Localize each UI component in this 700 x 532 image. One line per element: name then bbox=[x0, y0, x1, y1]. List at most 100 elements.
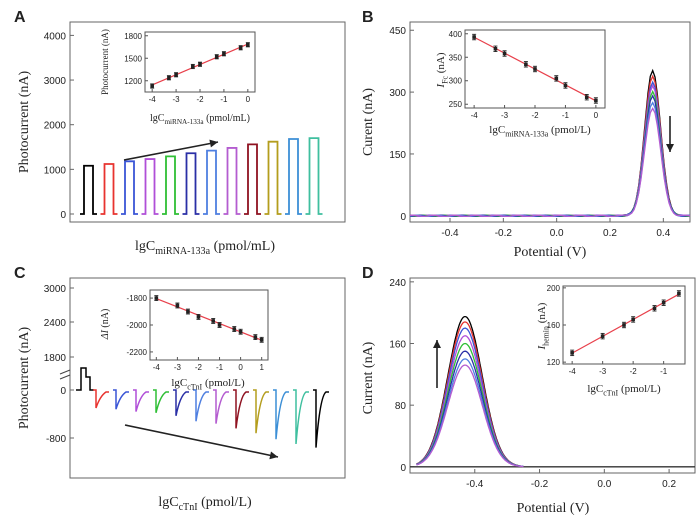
panel-C-trend-arrow bbox=[125, 425, 278, 459]
panel-C-inset-xtick-label: 0 bbox=[238, 363, 243, 372]
panel-C-inset-point bbox=[254, 335, 258, 339]
panel-letter-A: A bbox=[14, 9, 26, 26]
panel-D-inset-point bbox=[631, 318, 635, 322]
panel-B-inset-ylabel-unit: (nA) bbox=[435, 52, 447, 76]
panel-B-inset-ytick-label: 400 bbox=[449, 30, 463, 39]
panel-A-inset-ytick-label: 1500 bbox=[124, 54, 142, 63]
panel-A-xlabel-sub: miRNA-133a bbox=[155, 246, 210, 257]
panel-D-inset-xtick-label: -2 bbox=[630, 367, 638, 376]
panel-C-axis-break bbox=[60, 375, 70, 379]
panel-D-inset-ylabel-sub: hemin bbox=[541, 326, 550, 346]
panel-B-inset-xtick-label: -4 bbox=[471, 111, 479, 120]
panel-B-ylabel: Curent (nA) bbox=[361, 88, 376, 156]
panel-D-inset-point bbox=[570, 351, 574, 355]
panel-C-inset-point bbox=[239, 330, 243, 334]
panel-A-inset-xlabel-unit: (pmol/mL) bbox=[204, 113, 250, 124]
panel-C-inset-frame bbox=[150, 290, 268, 360]
panel-A-pulse bbox=[80, 166, 97, 214]
figure: A01000200030004000Photocurrent (nA)lgCmi… bbox=[0, 0, 700, 532]
panel-D-inset-ytick-label: 120 bbox=[547, 358, 561, 367]
panel-A-pulse bbox=[142, 159, 159, 214]
panel-A-pulse bbox=[162, 156, 179, 214]
panel-letter-B: B bbox=[362, 9, 374, 26]
panel-A-pulse bbox=[224, 148, 241, 214]
panel-C-xlabel-main: lgC bbox=[158, 495, 178, 510]
panel-A-xlabel-main: lgC bbox=[135, 239, 155, 254]
panel-C-pulse bbox=[313, 390, 329, 448]
panel-A-trend-arrow-head bbox=[209, 140, 218, 148]
panel-D-inset-point bbox=[622, 323, 626, 327]
panel-A-inset-ytick-label: 1200 bbox=[124, 77, 142, 86]
panel-letter-D: D bbox=[362, 265, 374, 282]
panel-D-xtick-label: -0.2 bbox=[531, 479, 549, 490]
panel-A-pulse bbox=[183, 153, 200, 214]
panel-A-inset-ytick-label: 1800 bbox=[124, 32, 142, 41]
panel-C-inset-xlabel-main: lgC bbox=[171, 377, 187, 389]
panel-C-inset-ytick-label: -1800 bbox=[127, 294, 148, 303]
panel-C-axis-break bbox=[60, 370, 70, 374]
panel-D-ytick-label: 80 bbox=[395, 401, 407, 412]
panel-B-inset-ylabel: IFc (nA) bbox=[435, 52, 449, 88]
panel-B-inset-ytick-label: 250 bbox=[449, 100, 463, 109]
panel-B-inset-point bbox=[533, 67, 537, 71]
panel-A-pulse bbox=[306, 138, 323, 214]
panel-C-ytick-label: -800 bbox=[46, 434, 66, 445]
panel-B-xtick-label: -0.2 bbox=[495, 228, 513, 239]
panel-C-inset-ylabel: ΔI (nA) bbox=[100, 309, 111, 341]
panel-C-inset-point bbox=[155, 296, 159, 300]
panel-A-inset-point bbox=[246, 43, 250, 47]
panel-D-xtick-label: 0.2 bbox=[662, 479, 676, 490]
panel-C-xlabel-unit: (pmol/L) bbox=[198, 495, 252, 510]
panel-B-xtick-label: 0.2 bbox=[603, 228, 617, 239]
panel-A-inset-xtick-label: 0 bbox=[246, 95, 251, 104]
panel-C-ytick-label: 3000 bbox=[44, 284, 67, 295]
panel-A-inset-point bbox=[222, 52, 226, 56]
panel-D-inset-ylabel: Ihemin (nA) bbox=[536, 302, 550, 350]
panel-B-curve bbox=[410, 96, 690, 217]
panel-B-inset-xtick-label: -1 bbox=[562, 111, 570, 120]
panel-C-ytick-label: 0 bbox=[60, 386, 66, 397]
panel-B-xlabel: Potential (V) bbox=[514, 245, 587, 260]
panel-C-inset-point bbox=[197, 315, 201, 319]
panel-D-inset-point bbox=[677, 292, 681, 296]
panel-D-inset-xtick-label: -1 bbox=[660, 367, 668, 376]
panel-C-inset-ytick-label: -2000 bbox=[127, 321, 148, 330]
panel-A-inset-xlabel-sub: miRNA-133a bbox=[164, 118, 204, 126]
panel-A-inset-point bbox=[239, 46, 243, 50]
panel-C-inset-xtick-label: -1 bbox=[216, 363, 224, 372]
panel-A-inset-point bbox=[198, 62, 202, 66]
panel-B-inset-xlabel-sub: miRNA-133a bbox=[505, 129, 549, 138]
panel-A-inset-xlabel: lgCmiRNA-133a (pmol/mL) bbox=[150, 113, 250, 126]
panel-C-ytick-label: 2400 bbox=[44, 318, 67, 329]
panel-A-ytick-label: 3000 bbox=[44, 76, 67, 87]
panel-D-inset-xlabel-main: lgC bbox=[587, 383, 603, 395]
panel-B-ytick-label: 450 bbox=[389, 26, 406, 37]
panel-B-inset-point bbox=[555, 77, 559, 81]
panel-B-inset-ytick-label: 300 bbox=[449, 77, 463, 86]
panel-B-inset-point bbox=[594, 99, 598, 103]
panel-A-pulse bbox=[121, 161, 138, 214]
panel-B-curve bbox=[410, 103, 690, 217]
panel-C-pulse bbox=[273, 390, 289, 439]
panel-B-inset-point bbox=[503, 52, 507, 56]
panel-A-inset-xtick-label: -2 bbox=[196, 95, 204, 104]
panel-C-inset-point bbox=[211, 319, 215, 323]
panel-A-inset: -4 -3 -2 -1 0120015001800Photocurrent (nA)lg… bbox=[100, 29, 255, 126]
panel-D-inset-xlabel-sub: cTnI bbox=[603, 388, 618, 397]
panel-B-inset-point bbox=[472, 35, 476, 39]
panel-C-pulse bbox=[173, 390, 189, 416]
panel-B-xtick-label: 0.0 bbox=[550, 228, 564, 239]
panel-A-ytick-label: 4000 bbox=[44, 31, 67, 42]
panel-B-inset-point bbox=[494, 47, 498, 51]
panel-D-curve bbox=[417, 365, 524, 466]
panel-B-xtick-label: 0.4 bbox=[656, 228, 670, 239]
panel-C-ylabel: Photocurrent (nA) bbox=[17, 327, 32, 430]
panel-D-ytick-label: 160 bbox=[389, 340, 406, 351]
panel-C-inset-xtick-label: 1 bbox=[259, 363, 264, 372]
panel-A-pulse bbox=[265, 142, 282, 214]
panel-C-inset-point bbox=[232, 327, 236, 331]
panel-A-inset-point bbox=[150, 84, 154, 88]
panel-C-inset-point bbox=[260, 338, 264, 342]
panel-D-ytick-label: 0 bbox=[400, 463, 406, 474]
panel-A-ytick-label: 1000 bbox=[44, 165, 67, 176]
